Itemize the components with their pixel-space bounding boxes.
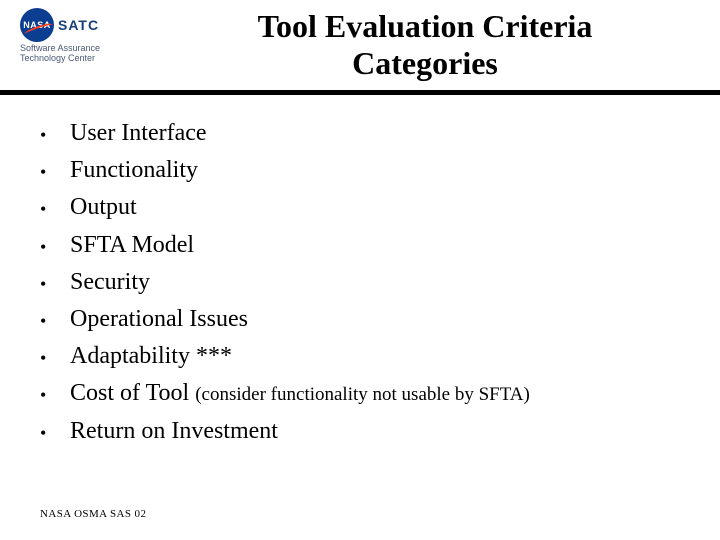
slide-footer: NASA OSMA SAS 02	[40, 508, 146, 520]
bullet-icon: •	[40, 159, 70, 187]
header-divider	[0, 90, 720, 95]
slide-header: NASA SATC Software Assurance Technology …	[0, 0, 720, 90]
list-item: • Operational Issues	[40, 301, 700, 338]
bullet-note: (consider functionality not usable by SF…	[195, 384, 530, 405]
logo-top-row: NASA SATC	[20, 8, 130, 42]
bullet-icon: •	[40, 308, 70, 336]
bullet-text: Functionality	[70, 152, 198, 189]
list-item: • User Interface	[40, 115, 700, 152]
bullet-text: Return on Investment	[70, 413, 278, 450]
bullet-icon: •	[40, 345, 70, 373]
list-item: • Output	[40, 189, 700, 226]
logo-subtitle: Software Assurance Technology Center	[20, 44, 130, 64]
list-item: • SFTA Model	[40, 227, 700, 264]
bullet-text: SFTA Model	[70, 227, 194, 264]
bullet-icon: •	[40, 122, 70, 150]
bullet-icon: •	[40, 382, 70, 410]
bullet-icon: •	[40, 234, 70, 262]
slide-body: • User Interface • Functionality • Outpu…	[40, 115, 700, 450]
list-item: • Cost of Tool (consider functionality n…	[40, 375, 700, 412]
logo-subtitle-line2: Technology Center	[20, 54, 130, 64]
bullet-icon: •	[40, 271, 70, 299]
bullet-text: Adaptability ***	[70, 338, 232, 375]
bullet-text-wrap: Cost of Tool (consider functionality not…	[70, 375, 530, 412]
slide: NASA SATC Software Assurance Technology …	[0, 0, 720, 540]
bullet-icon: •	[40, 420, 70, 448]
list-item: • Adaptability ***	[40, 338, 700, 375]
list-item: • Security	[40, 264, 700, 301]
bullet-text: Cost of Tool	[70, 380, 195, 406]
bullet-text: Operational Issues	[70, 301, 248, 338]
title-line-2: Categories	[150, 45, 700, 82]
bullet-list: • User Interface • Functionality • Outpu…	[40, 115, 700, 450]
list-item: • Functionality	[40, 152, 700, 189]
bullet-text: Security	[70, 264, 150, 301]
bullet-icon: •	[40, 196, 70, 224]
title-line-1: Tool Evaluation Criteria	[150, 8, 700, 45]
list-item: • Return on Investment	[40, 413, 700, 450]
slide-title: Tool Evaluation Criteria Categories	[150, 8, 700, 82]
bullet-text: User Interface	[70, 115, 207, 152]
nasa-meatball-icon: NASA	[20, 8, 54, 42]
satc-wordmark: SATC	[58, 17, 99, 33]
bullet-text: Output	[70, 189, 137, 226]
nasa-satc-logo: NASA SATC Software Assurance Technology …	[20, 8, 130, 64]
